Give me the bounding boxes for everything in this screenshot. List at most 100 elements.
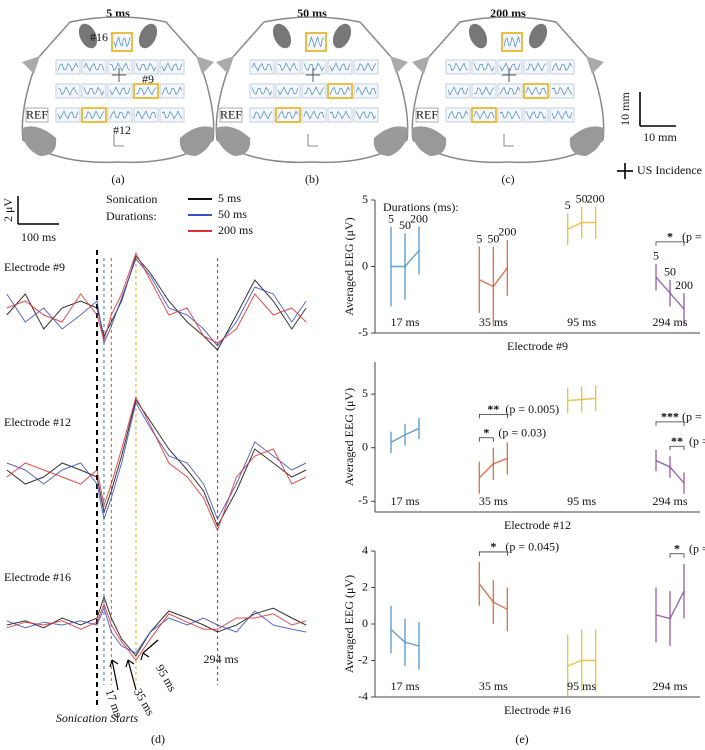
mean-line xyxy=(655,590,685,620)
sig-bracket xyxy=(655,241,685,246)
sig-p: (p = 0.015) xyxy=(682,230,705,244)
duration-label: 200 xyxy=(675,278,693,292)
eye xyxy=(272,23,292,49)
electrode-wave xyxy=(499,110,521,120)
electrode-box xyxy=(471,107,497,123)
electrode-box xyxy=(523,83,549,99)
electrode-wave xyxy=(307,35,325,49)
mean-line xyxy=(478,457,508,479)
electrode-label: #16 xyxy=(90,30,108,44)
sig-p: (p = 0.005) xyxy=(505,402,559,416)
side-blob xyxy=(216,126,251,156)
electrode-wave xyxy=(525,86,547,96)
eeg-trace xyxy=(6,252,307,344)
sig-p: (p = 0.006) xyxy=(689,434,705,448)
x-axis-label: Electrode #12 xyxy=(504,518,571,532)
group-label: 35 ms xyxy=(479,494,508,508)
legend-label: 5 ms xyxy=(218,191,241,205)
sig-p: (p = 0.045) xyxy=(505,540,559,554)
electrode-wave xyxy=(329,110,351,120)
electrode-wave xyxy=(113,36,131,49)
legend-label: 50 ms xyxy=(218,207,247,221)
side-wing xyxy=(412,56,430,74)
side-wing xyxy=(22,56,40,74)
duration-label: 5 xyxy=(565,198,571,212)
electrode-box xyxy=(159,107,185,123)
y-tick-label: 5 xyxy=(362,386,368,400)
duration-label: 50 xyxy=(664,265,676,279)
scale-label: 10 mm xyxy=(643,130,677,144)
electrode-wave xyxy=(503,35,521,49)
electrode-wave xyxy=(551,62,573,72)
electrode-wave xyxy=(525,62,547,72)
sig-stars: * xyxy=(667,230,673,244)
electrode-wave xyxy=(161,86,183,96)
eeg-trace xyxy=(6,602,307,661)
mean-line xyxy=(479,267,508,288)
x-axis-label: Electrode #9 xyxy=(507,339,568,353)
electrode-wave xyxy=(109,110,131,120)
mean-line xyxy=(655,459,685,484)
mean-line xyxy=(478,583,508,611)
electrode-title: Electrode #12 xyxy=(4,415,71,429)
electrode-wave xyxy=(83,62,105,72)
electrode-wave xyxy=(447,86,469,96)
y-tick-label: -4 xyxy=(358,689,368,703)
incidence-label: US Incidence xyxy=(637,163,702,177)
electrode-title: Electrode #16 xyxy=(4,570,71,584)
electrode-box xyxy=(549,83,575,99)
electrode-wave xyxy=(303,62,325,72)
electrode-wave xyxy=(277,110,299,120)
duration-label: 5 xyxy=(388,211,394,225)
sig-bracket xyxy=(478,437,494,442)
mean-line xyxy=(655,276,685,310)
sig-stars: ** xyxy=(487,402,499,416)
electrode-wave xyxy=(277,86,299,96)
sig-p: (p = 0.037) xyxy=(689,542,705,556)
duration-label: 5 xyxy=(653,249,659,263)
electrode-box xyxy=(497,59,523,75)
electrode-wave xyxy=(251,62,273,72)
electrode-wave xyxy=(473,62,495,72)
electrode-box xyxy=(501,32,523,52)
electrode-box xyxy=(107,83,133,99)
duration-label: 50 xyxy=(487,231,499,245)
electrode-label: #12 xyxy=(113,123,131,137)
ref-label: REF xyxy=(416,107,438,121)
ref-label: REF xyxy=(26,107,48,121)
scale-label: 100 ms xyxy=(21,230,56,244)
duration-label: 50 xyxy=(576,191,588,205)
side-blob xyxy=(569,126,604,156)
sig-stars: * xyxy=(674,542,680,556)
mean-line xyxy=(567,659,596,667)
ref-box xyxy=(219,107,243,123)
electrode-wave xyxy=(329,62,351,72)
eeg-trace xyxy=(6,395,307,532)
electrode-wave xyxy=(525,110,547,120)
electrode-wave xyxy=(57,62,79,72)
panel-label: (e) xyxy=(515,732,528,746)
sig-bracket xyxy=(669,445,685,451)
electrode-wave xyxy=(251,86,273,96)
eye xyxy=(138,23,158,49)
group-label: 17 ms xyxy=(390,315,419,329)
ref-label: REF xyxy=(220,107,242,121)
electrode-wave xyxy=(499,62,521,72)
sig-bracket xyxy=(655,421,685,426)
side-blob xyxy=(179,126,214,156)
electrode-wave xyxy=(109,86,131,96)
electrode-box xyxy=(55,59,81,75)
ref-box xyxy=(415,107,439,123)
scale-label: 10 mm xyxy=(618,92,632,126)
electrode-wave xyxy=(473,86,495,96)
legend-title: Sonication xyxy=(106,192,157,206)
electrode-label: #9 xyxy=(142,72,154,86)
y-tick-label: -5 xyxy=(358,325,368,339)
y-tick-label: 0 xyxy=(362,258,368,272)
electrode-box xyxy=(81,59,107,75)
electrode-box xyxy=(275,83,301,99)
durations-title: Durations (ms): xyxy=(383,200,459,214)
group-label: 95 ms xyxy=(567,315,596,329)
mini-scale xyxy=(307,134,318,147)
panel-label: (c) xyxy=(501,172,514,186)
